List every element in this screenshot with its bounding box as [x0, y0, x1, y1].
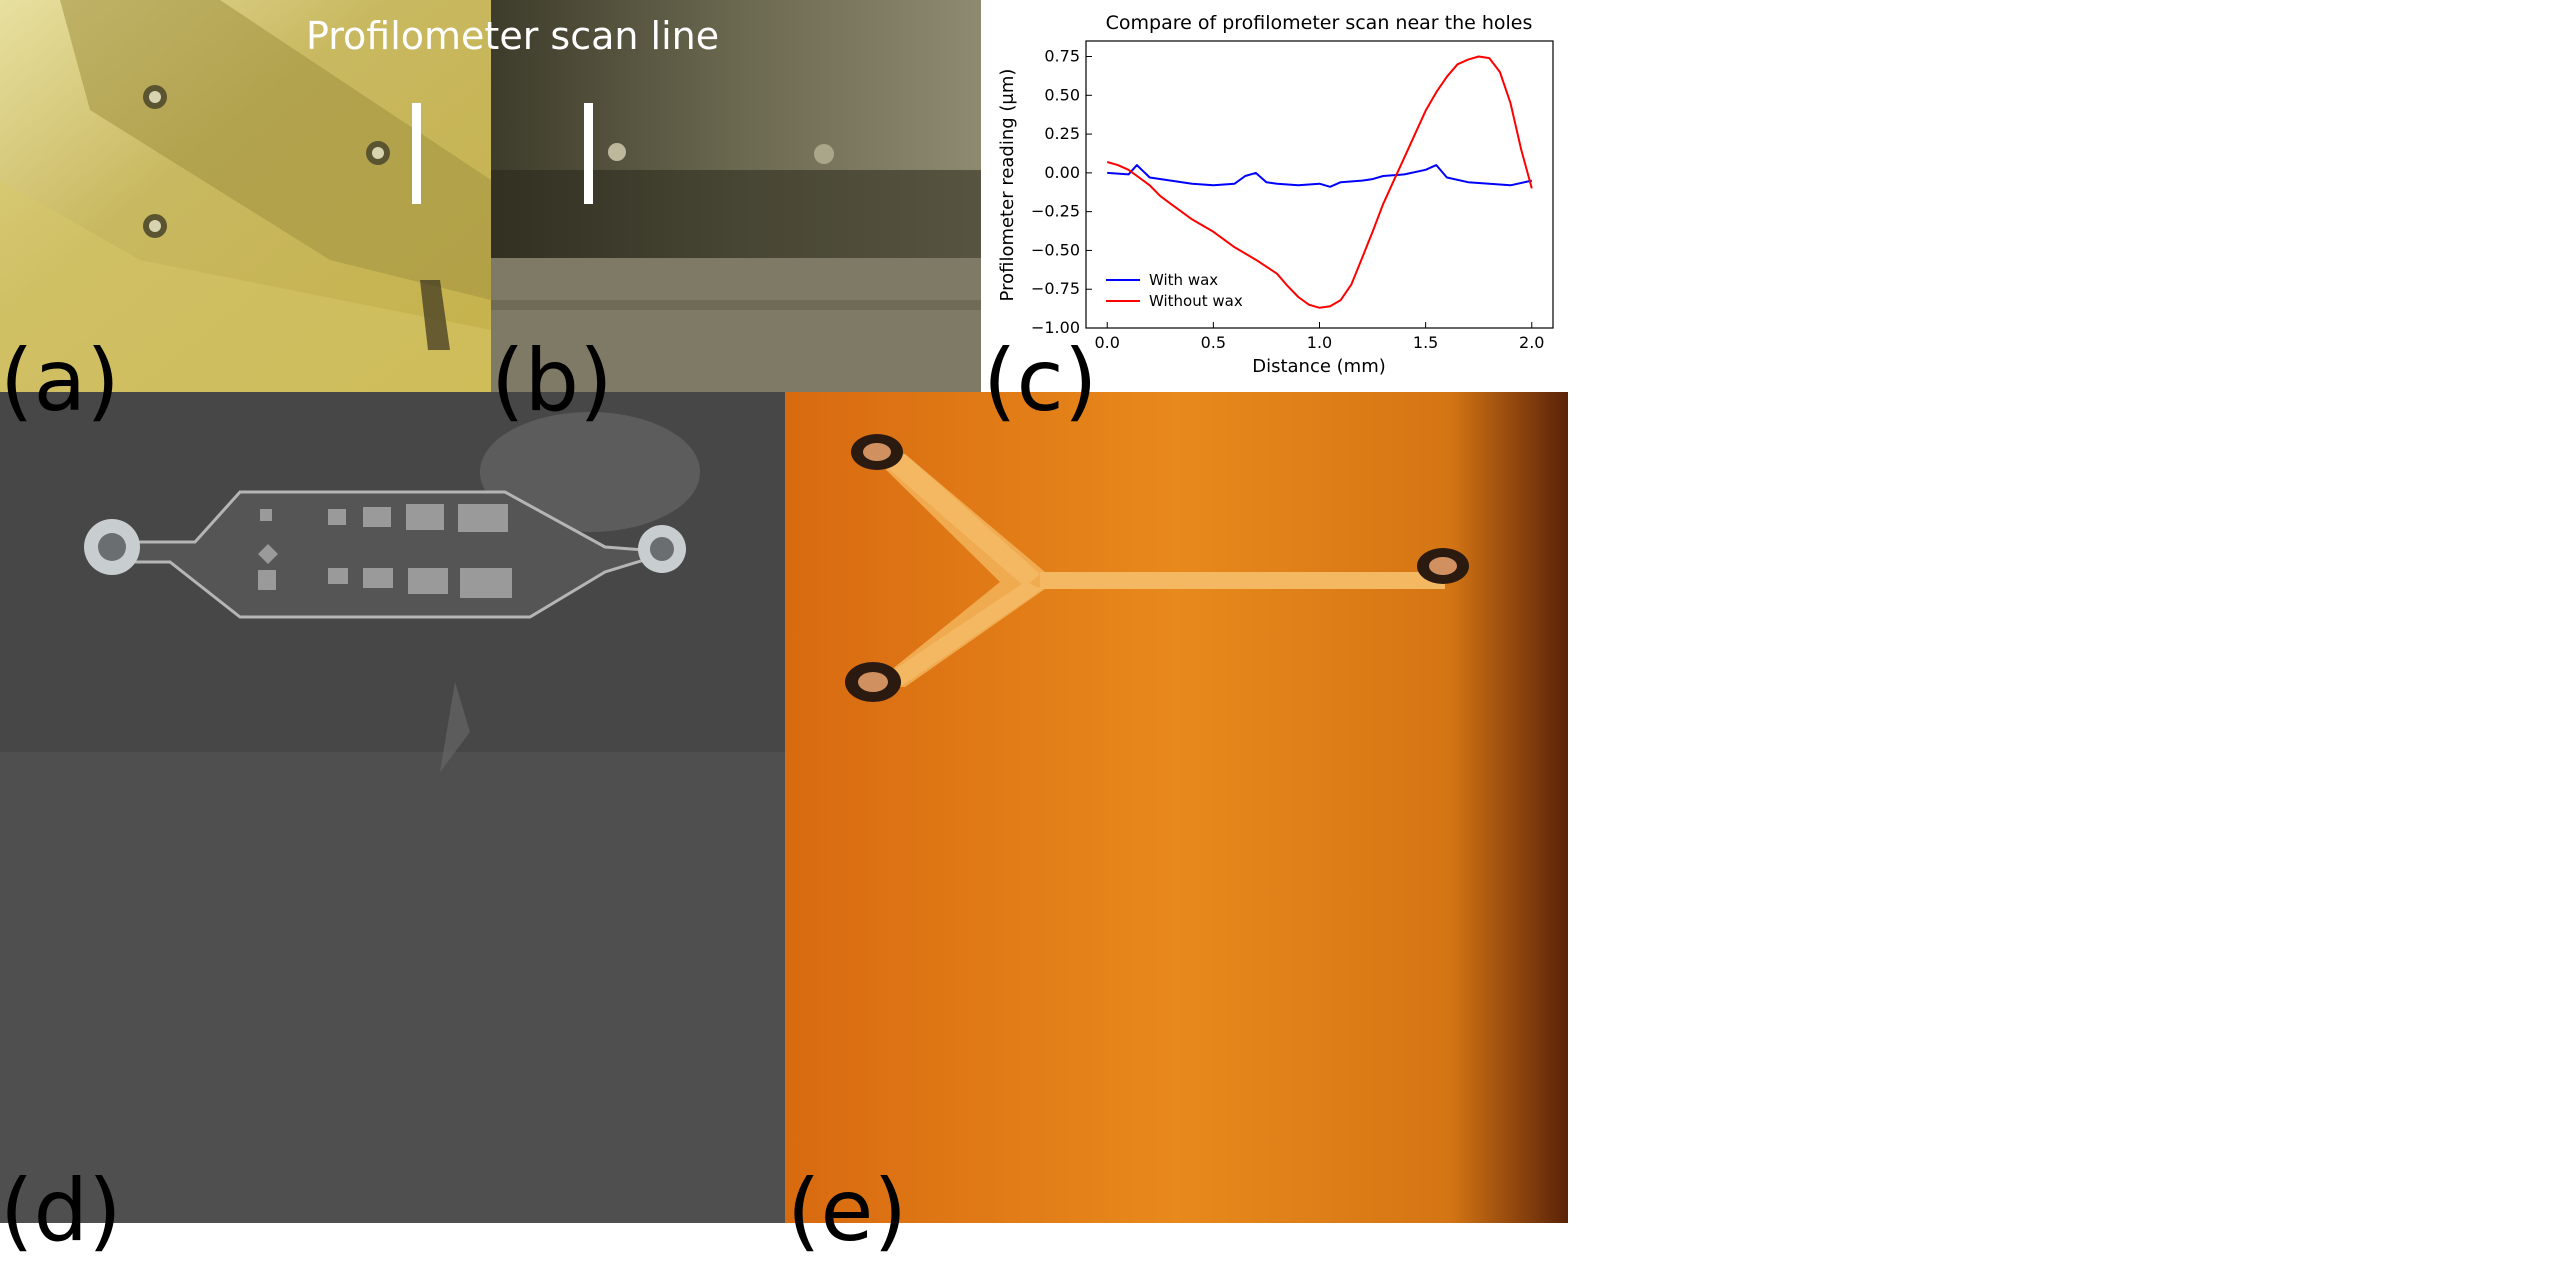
- x-tick-label: 1.5: [1413, 333, 1438, 352]
- panel-b-image: [491, 0, 981, 392]
- y-axis-label: Profilometer reading (μm): [997, 69, 1018, 302]
- y-tick-label: −0.25: [1031, 202, 1080, 221]
- panel-d-photo: [0, 392, 785, 1223]
- panel-label-e: (e): [787, 1161, 908, 1261]
- x-tick-label: 2.0: [1519, 333, 1544, 352]
- panel-e-image: [785, 392, 1568, 1223]
- legend-without-wax: Without wax: [1149, 292, 1243, 310]
- x-tick-label: 1.0: [1307, 333, 1332, 352]
- legend-with-wax: With wax: [1149, 271, 1218, 289]
- y-tick-label: 0.50: [1044, 85, 1080, 104]
- y-tick-label: 0.75: [1044, 47, 1080, 66]
- panel-a-photo: [0, 0, 491, 392]
- profilometer-chart: Compare of profilometer scan near the ho…: [997, 12, 1554, 377]
- y-tick-label: 0.00: [1044, 163, 1080, 182]
- panel-d-image: [0, 392, 785, 1223]
- x-tick-label: 0.0: [1095, 333, 1120, 352]
- scan-line-caption: Profilometer scan line: [306, 14, 720, 58]
- panel-label-b: (b): [491, 331, 613, 431]
- series-line-without-wax: [1106, 55, 1533, 309]
- y-tick-label: 0.25: [1044, 124, 1080, 143]
- y-tick-label: −0.75: [1031, 279, 1080, 298]
- y-tick-label: −1.00: [1031, 318, 1080, 337]
- series-line-with-wax: [1107, 164, 1533, 188]
- panel-a-image: [0, 0, 491, 392]
- x-axis-label: Distance (mm): [1252, 356, 1386, 377]
- x-tick-label: 0.5: [1201, 333, 1226, 352]
- panel-e-photo: [785, 392, 1568, 1223]
- chart-title: Compare of profilometer scan near the ho…: [1106, 12, 1533, 34]
- panel-label-a: (a): [0, 331, 120, 431]
- panel-label-c: (c): [983, 331, 1098, 431]
- panel-label-d: (d): [0, 1161, 122, 1261]
- legend: With wax Without wax: [1106, 271, 1243, 310]
- panel-c-chart: Compare of profilometer scan near the ho…: [981, 0, 1568, 392]
- panel-b-photo: [491, 0, 981, 392]
- y-tick-label: −0.50: [1031, 240, 1080, 259]
